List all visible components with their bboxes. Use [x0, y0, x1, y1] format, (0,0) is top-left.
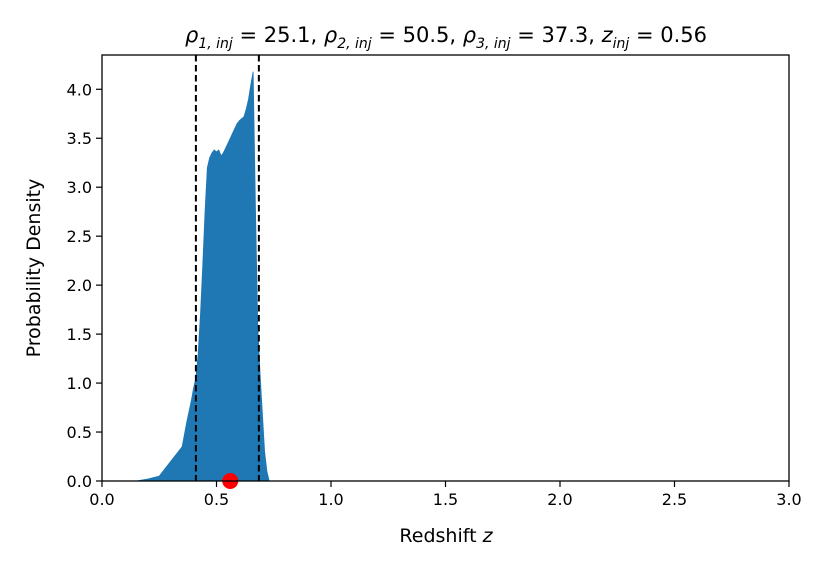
title-z-subscript: inj — [613, 36, 630, 52]
axis-ticks: 0.0 0.5 1.0 1.5 2.0 2.5 3.0 0.0 0.5 1.0 1.5 2.0 2.5 3… — [67, 80, 802, 509]
chart-title: ρ1, inj = 25.1, ρ2, inj = 50.5, ρ3, inj … — [185, 23, 707, 52]
title-rho1-value: = 25.1, — [233, 23, 324, 47]
title-rho3-symbol: ρ — [463, 23, 477, 47]
title-rho2-value: = 50.5, — [372, 23, 463, 47]
title-z-value: = 0.56 — [629, 23, 707, 47]
credible-interval-lines — [194, 55, 260, 481]
title-rho1-symbol: ρ — [185, 23, 199, 47]
x-tick-label-0: 0.0 — [89, 490, 114, 509]
x-tick-label-1: 0.5 — [204, 490, 229, 509]
title-rho1-subscript: 1, inj — [198, 36, 233, 52]
y-axis-label: Probability Density — [23, 179, 45, 358]
title-rho3-value: = 37.3, — [511, 23, 602, 47]
title-rho3-subscript: 3, inj — [476, 36, 511, 52]
y-tick-label-1: 0.5 — [67, 423, 92, 442]
density-area-0 — [136, 71, 270, 482]
x-tick-label-2: 1.0 — [318, 490, 343, 509]
x-axis-label-text: Redshift — [399, 525, 482, 547]
y-tick-label-5: 2.5 — [67, 227, 92, 246]
x-axis-label-variable: z — [482, 525, 494, 547]
density-area-layer — [136, 71, 270, 482]
y-tick-label-8: 4.0 — [67, 80, 92, 99]
y-tick-label-0: 0.0 — [67, 472, 92, 491]
title-rho2-symbol: ρ — [324, 23, 338, 47]
y-tick-label-3: 1.5 — [67, 325, 92, 344]
y-tick-label-4: 2.0 — [67, 276, 92, 295]
title-rho2-subscript: 2, inj — [337, 36, 372, 52]
x-tick-label-5: 2.5 — [662, 490, 687, 509]
x-tick-label-6: 3.0 — [776, 490, 801, 509]
y-tick-label-6: 3.0 — [67, 178, 92, 197]
title-z-symbol: z — [601, 23, 614, 47]
x-tick-label-3: 1.5 — [433, 490, 458, 509]
x-axis-label: Redshift z — [399, 525, 493, 547]
y-tick-label-7: 3.5 — [67, 129, 92, 148]
x-tick-label-4: 2.0 — [547, 490, 572, 509]
y-tick-label-2: 1.0 — [67, 374, 92, 393]
